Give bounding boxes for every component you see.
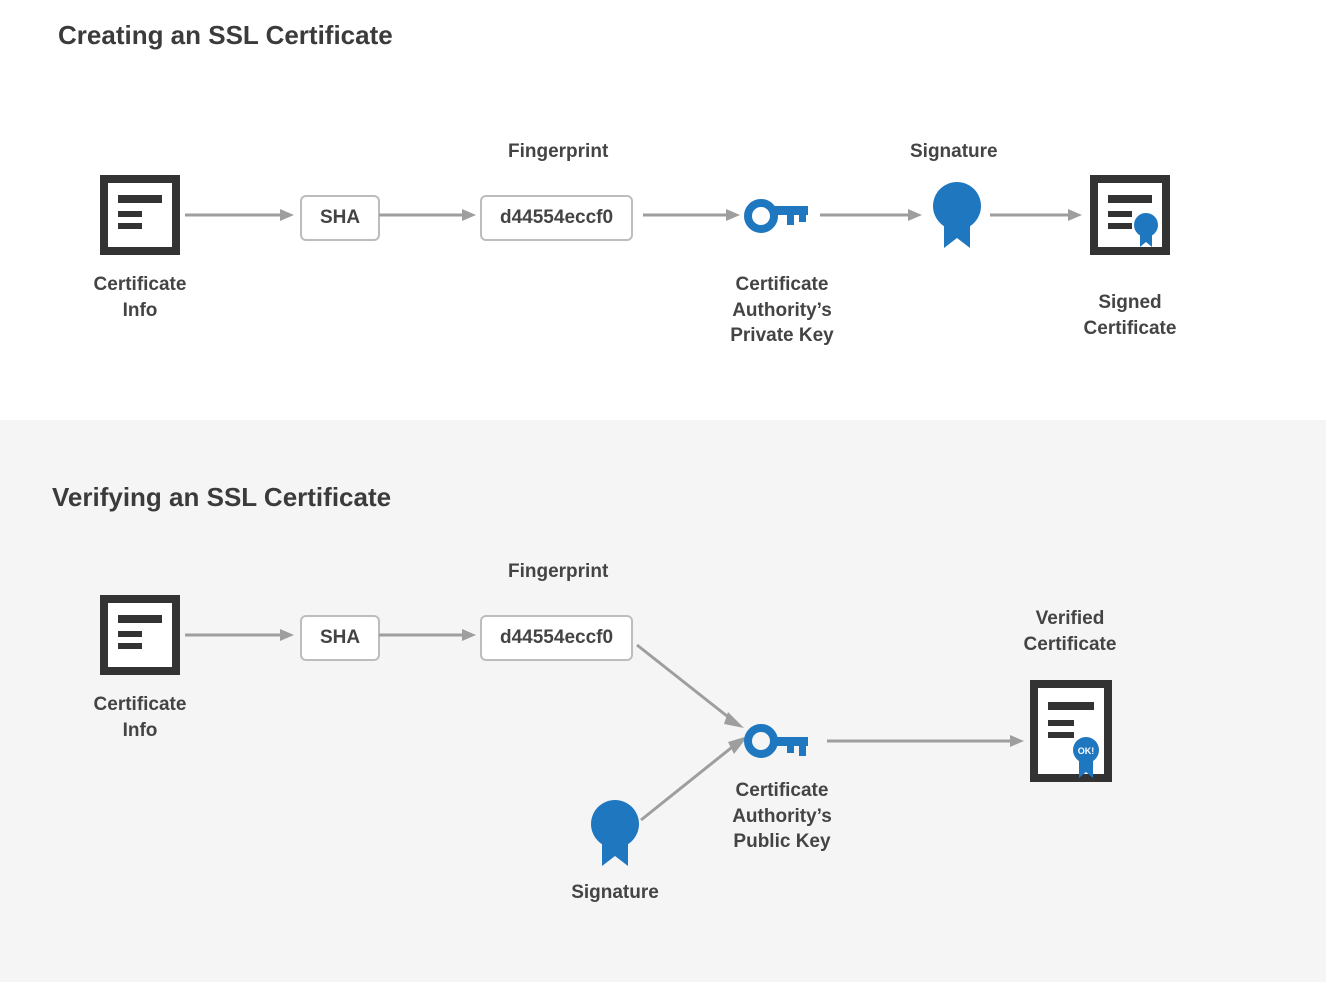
seal-icon — [588, 800, 643, 870]
key-icon — [745, 720, 815, 762]
arrow-icon — [822, 726, 1032, 756]
label-ca-private-key: CertificateAuthority’sPrivate Key — [692, 272, 872, 349]
label-verified-certificate: VerifiedCertificate — [980, 606, 1160, 657]
panel-verifying: Verifying an SSL Certificate Certificate… — [0, 420, 1326, 982]
key-icon — [745, 195, 815, 237]
label-ca-public-key: CertificateAuthority’sPublic Key — [692, 778, 872, 855]
label-signed-certificate: SignedCertificate — [1040, 290, 1220, 341]
signed-certificate-icon — [1090, 175, 1170, 255]
arrow-icon — [180, 200, 300, 230]
arrow-icon — [638, 200, 748, 230]
section-title-creating: Creating an SSL Certificate — [58, 20, 393, 51]
box-fingerprint-top: d44554eccf0 — [480, 195, 633, 241]
arrow-icon — [632, 640, 762, 740]
section-title-verifying: Verifying an SSL Certificate — [52, 482, 391, 513]
panel-creating: Creating an SSL Certificate CertificateI… — [0, 0, 1326, 420]
svg-text:OK!: OK! — [1078, 746, 1095, 756]
seal-icon — [930, 182, 985, 252]
arrow-icon — [985, 200, 1090, 230]
box-sha-top: SHA — [300, 195, 380, 241]
arrow-icon — [815, 200, 930, 230]
arrow-icon — [374, 200, 484, 230]
label-cert-info-top: CertificateInfo — [50, 272, 230, 323]
arrow-icon — [180, 620, 300, 650]
certificate-icon — [100, 595, 180, 675]
label-cert-info-bottom: CertificateInfo — [50, 692, 230, 743]
box-fingerprint-bottom: d44554eccf0 — [480, 615, 633, 661]
arrow-icon — [374, 620, 484, 650]
label-signature-top: Signature — [910, 141, 998, 163]
label-fingerprint-bottom: Fingerprint — [508, 561, 608, 583]
certificate-icon — [100, 175, 180, 255]
label-fingerprint-top: Fingerprint — [508, 141, 608, 163]
box-sha-bottom: SHA — [300, 615, 380, 661]
verified-certificate-icon: OK! — [1030, 680, 1112, 789]
label-signature-bottom: Signature — [525, 880, 705, 906]
